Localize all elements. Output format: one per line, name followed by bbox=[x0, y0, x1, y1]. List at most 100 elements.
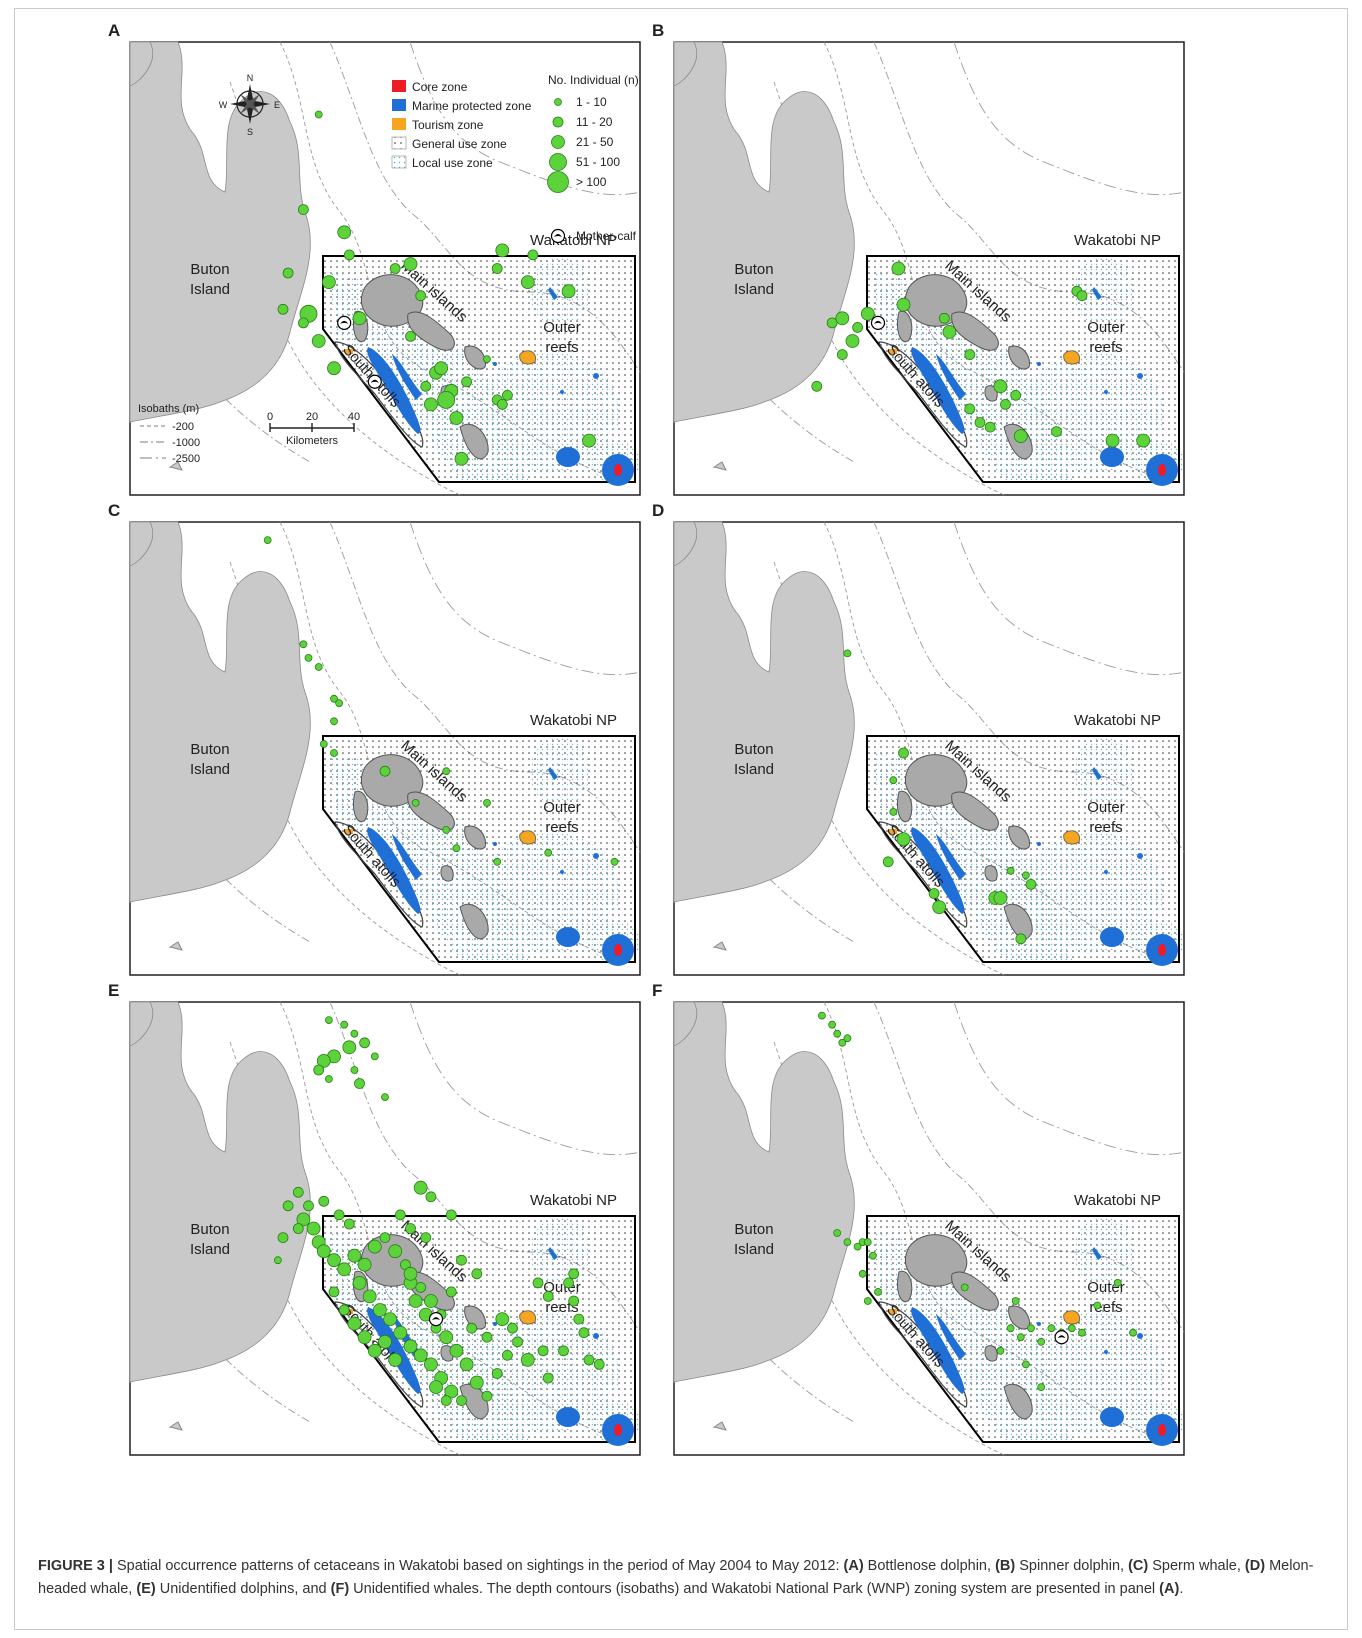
sighting-point bbox=[304, 653, 313, 662]
sighting-point bbox=[932, 900, 947, 915]
sighting-point bbox=[1037, 1337, 1046, 1346]
marine-protected-zone bbox=[1104, 1350, 1108, 1354]
sighting-point bbox=[996, 1346, 1005, 1355]
marine-protected-zone bbox=[548, 287, 558, 300]
panel-letter: F bbox=[652, 981, 662, 1000]
sighting-point bbox=[852, 321, 864, 333]
legend-size-label: 1 - 10 bbox=[576, 95, 607, 109]
sighting-point bbox=[393, 1325, 408, 1340]
legend-size-marker bbox=[549, 153, 567, 171]
marine-protected-zone bbox=[493, 842, 497, 846]
sighting-point bbox=[481, 1331, 493, 1343]
local-use-zone bbox=[1074, 257, 1134, 327]
scale-unit: Kilometers bbox=[286, 435, 338, 447]
sighting-point bbox=[495, 1312, 510, 1327]
main-island-land bbox=[984, 865, 998, 882]
legend-size-marker bbox=[554, 98, 562, 106]
sighting-point bbox=[1129, 1328, 1137, 1337]
sighting-point bbox=[423, 1294, 438, 1308]
sighting-point bbox=[415, 1281, 427, 1293]
sighting-point bbox=[277, 1232, 289, 1244]
sighting-point bbox=[429, 1380, 443, 1395]
tourism-zone bbox=[1063, 830, 1080, 845]
sighting-point bbox=[318, 1195, 330, 1207]
sighting-point bbox=[928, 888, 940, 899]
label-island: Island bbox=[734, 761, 774, 778]
park-boundary bbox=[866, 1215, 1180, 1443]
core-zone bbox=[614, 464, 622, 476]
sighting-point bbox=[411, 798, 420, 807]
sighting-point bbox=[350, 1066, 359, 1074]
coast-land bbox=[129, 1001, 153, 1047]
sighting-point bbox=[1025, 878, 1037, 890]
sighting-point bbox=[319, 740, 328, 748]
legend-size-marker bbox=[547, 171, 569, 193]
sighting-point bbox=[445, 1286, 457, 1298]
isobath-key-label: -200 bbox=[172, 421, 194, 433]
legend-mother-calf: Mother-calf bbox=[576, 229, 637, 243]
coast-land bbox=[129, 521, 153, 567]
sighting-point bbox=[337, 1262, 352, 1277]
main-island-land bbox=[459, 424, 489, 460]
sighting-point bbox=[405, 1223, 416, 1234]
figure-caption: FIGURE 3 | Spatial occurrence patterns o… bbox=[38, 1555, 1328, 1601]
legend-size-marker bbox=[551, 135, 565, 149]
sighting-point bbox=[405, 330, 416, 342]
label-reefs: reefs bbox=[545, 819, 578, 836]
caption-tag-e: (E) bbox=[136, 1581, 156, 1597]
legend-size-label: 21 - 50 bbox=[576, 135, 614, 149]
sighting-point bbox=[297, 317, 309, 329]
coast-land bbox=[673, 521, 697, 567]
sighting-point bbox=[964, 349, 976, 361]
sighting-point bbox=[263, 536, 272, 545]
sighting-point bbox=[1016, 1333, 1025, 1342]
sighting-point bbox=[610, 857, 619, 866]
local-use-zone bbox=[1024, 352, 1164, 472]
sighting-point bbox=[456, 1254, 467, 1266]
sighting-point bbox=[461, 376, 473, 388]
park-boundary bbox=[866, 735, 1180, 963]
sighting-point bbox=[388, 1244, 403, 1259]
label-outer: Outer bbox=[1087, 319, 1125, 336]
sighting-point bbox=[379, 765, 391, 777]
sighting-point bbox=[423, 397, 438, 412]
sighting-point bbox=[297, 204, 309, 216]
isobath-line bbox=[409, 1001, 641, 1156]
sighting-point bbox=[362, 1289, 377, 1304]
marine-protected-zone bbox=[1104, 390, 1108, 394]
sighting-point bbox=[960, 1283, 969, 1292]
label-island: Island bbox=[190, 281, 230, 298]
label-wakatobi-np: Wakatobi NP bbox=[1074, 712, 1161, 729]
sighting-point bbox=[542, 1290, 554, 1302]
sighting-point bbox=[328, 1286, 340, 1298]
main-island-land bbox=[951, 791, 999, 831]
local-use-zone bbox=[1074, 737, 1134, 807]
main-island-land bbox=[464, 345, 487, 370]
mother-calf-icon bbox=[874, 320, 882, 324]
sighting-point bbox=[1113, 1278, 1122, 1287]
legend-swatch bbox=[392, 99, 406, 111]
sighting-point bbox=[527, 249, 539, 261]
marine-protected-zone bbox=[936, 834, 966, 880]
marine-protected-zone bbox=[593, 1333, 599, 1339]
marine-protected-zone bbox=[548, 767, 558, 780]
sighting-point bbox=[863, 1238, 872, 1247]
marine-protected-zone bbox=[493, 362, 497, 366]
sighting-point bbox=[303, 1200, 314, 1212]
scale-bar: 0 20 40 Kilometers bbox=[267, 411, 360, 447]
marine-protected-zone bbox=[593, 373, 599, 379]
sighting-point bbox=[1105, 433, 1120, 448]
caption-text-e: Unidentified dolphins, and bbox=[155, 1581, 331, 1597]
sighting-point bbox=[445, 1209, 457, 1221]
sighting-point bbox=[330, 749, 338, 757]
compass-w: W bbox=[219, 100, 228, 110]
sighting-point bbox=[481, 1390, 493, 1402]
caption-tag-f: (F) bbox=[330, 1581, 350, 1597]
tourism-zone bbox=[519, 830, 536, 845]
sighting-point bbox=[354, 1078, 365, 1089]
compass-n: N bbox=[247, 73, 254, 83]
sighting-point bbox=[1013, 429, 1028, 444]
park-boundary bbox=[322, 735, 636, 963]
